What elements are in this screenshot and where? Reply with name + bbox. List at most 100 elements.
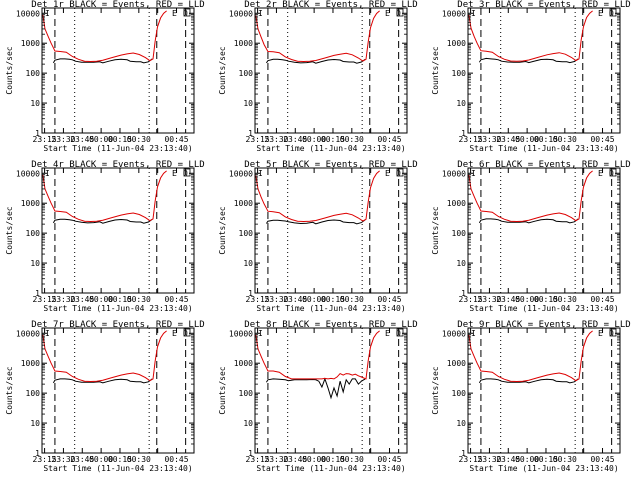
x-tick-label: 00:15 bbox=[108, 135, 132, 144]
y-tick-label: 10000 bbox=[442, 329, 466, 338]
x-tick-label: 00:30 bbox=[340, 135, 364, 144]
plot-frame bbox=[41, 327, 195, 454]
x-tick-label: 23:45 bbox=[70, 135, 94, 144]
x-tick-label: 00:15 bbox=[534, 455, 558, 464]
series-events-line bbox=[52, 378, 153, 384]
y-axis-label: Counts/sec bbox=[218, 206, 227, 254]
panel-title: Det 9r BLACK = Events, RED = LLD bbox=[457, 320, 630, 330]
x-tick-label: 00:15 bbox=[321, 455, 345, 464]
corner-label: I bbox=[471, 9, 476, 18]
series-events-line bbox=[478, 57, 579, 64]
y-tick-label: 10000 bbox=[16, 329, 40, 338]
y-tick-label: 10 bbox=[243, 259, 253, 268]
corner-box bbox=[396, 168, 404, 177]
y-tick-label: 1000 bbox=[447, 199, 466, 208]
x-tick-label: 23:30 bbox=[477, 455, 501, 464]
x-tick-label: 23:45 bbox=[70, 455, 94, 464]
y-tick-label: 100 bbox=[239, 69, 254, 78]
series-events-line bbox=[52, 218, 153, 224]
y-tick-label: 1 bbox=[35, 289, 40, 298]
corner-box bbox=[396, 328, 404, 337]
corner-label: I bbox=[45, 329, 50, 338]
y-tick-label: 1 bbox=[461, 289, 466, 298]
y-axis-label: Counts/sec bbox=[5, 46, 14, 94]
x-tick-label: 00:30 bbox=[127, 135, 151, 144]
x-tick-label: 00:00 bbox=[302, 455, 326, 464]
series-lld-line bbox=[42, 330, 167, 383]
panel-title: Det 1r BLACK = Events, RED = LLD bbox=[31, 0, 204, 10]
series-lld-line bbox=[42, 170, 167, 223]
plot-frame bbox=[467, 167, 621, 294]
y-axis-label: Counts/sec bbox=[431, 206, 440, 254]
corner-label: E bbox=[172, 329, 177, 338]
x-axis-label: Start Time (11-Jun-04 23:13:40) bbox=[256, 464, 405, 473]
x-tick-label: 00:45 bbox=[590, 135, 614, 144]
x-tick-label: 23:30 bbox=[51, 135, 75, 144]
corner-label: I bbox=[45, 9, 50, 18]
x-axis-label: Start Time (11-Jun-04 23:13:40) bbox=[469, 304, 618, 313]
x-axis-label: Start Time (11-Jun-04 23:13:40) bbox=[43, 304, 192, 313]
series-lld-line bbox=[468, 10, 593, 62]
y-tick-label: 1000 bbox=[234, 39, 253, 48]
x-tick-label: 00:00 bbox=[515, 295, 539, 304]
y-tick-label: 100 bbox=[239, 389, 254, 398]
corner-label: E bbox=[385, 9, 390, 18]
y-tick-label: 10000 bbox=[16, 9, 40, 18]
x-tick-label: 23:45 bbox=[283, 135, 307, 144]
corner-label: E bbox=[598, 9, 603, 18]
corner-label: O bbox=[183, 169, 188, 178]
y-tick-label: 10 bbox=[30, 419, 40, 428]
corner-box bbox=[609, 8, 617, 17]
y-tick-label: 10000 bbox=[442, 9, 466, 18]
y-tick-label: 1 bbox=[35, 129, 40, 138]
y-tick-label: 1000 bbox=[21, 359, 40, 368]
y-axis-label: Counts/sec bbox=[5, 366, 14, 414]
x-tick-label: 00:45 bbox=[164, 295, 188, 304]
plot-frame bbox=[467, 327, 621, 454]
x-axis-label: Start Time (11-Jun-04 23:13:40) bbox=[469, 144, 618, 153]
x-tick-label: 00:45 bbox=[590, 455, 614, 464]
y-tick-label: 10000 bbox=[442, 169, 466, 178]
y-tick-label: 10 bbox=[243, 99, 253, 108]
corner-label: E bbox=[172, 9, 177, 18]
panel-title: Det 3r BLACK = Events, RED = LLD bbox=[457, 0, 630, 10]
x-axis-label: Start Time (11-Jun-04 23:13:40) bbox=[43, 144, 192, 153]
y-tick-label: 1000 bbox=[234, 359, 253, 368]
plot-frame bbox=[254, 7, 408, 134]
corner-label: I bbox=[471, 329, 476, 338]
corner-label: E bbox=[385, 329, 390, 338]
x-tick-label: 23:45 bbox=[496, 295, 520, 304]
x-tick-label: 00:00 bbox=[89, 135, 113, 144]
corner-label: O bbox=[396, 9, 401, 18]
x-tick-label: 00:15 bbox=[108, 295, 132, 304]
x-tick-label: 00:30 bbox=[127, 295, 151, 304]
y-tick-label: 100 bbox=[452, 389, 467, 398]
y-tick-label: 1000 bbox=[447, 359, 466, 368]
x-tick-label: 00:45 bbox=[590, 295, 614, 304]
plot-frame bbox=[254, 327, 408, 454]
corner-label: O bbox=[183, 329, 188, 338]
series-events-line bbox=[265, 58, 366, 64]
x-tick-label: 00:15 bbox=[534, 295, 558, 304]
panel-title: Det 8r BLACK = Events, RED = LLD bbox=[244, 320, 417, 330]
series-events-line bbox=[265, 377, 366, 400]
y-tick-label: 1 bbox=[248, 449, 253, 458]
x-tick-label: 23:15 bbox=[459, 135, 483, 144]
series-lld-line bbox=[42, 10, 167, 63]
x-tick-label: 00:00 bbox=[515, 455, 539, 464]
x-axis-label: Start Time (11-Jun-04 23:13:40) bbox=[469, 464, 618, 473]
corner-label: E bbox=[385, 169, 390, 178]
corner-label: O bbox=[396, 329, 401, 338]
corner-label: O bbox=[396, 169, 401, 178]
x-tick-label: 00:00 bbox=[89, 295, 113, 304]
y-tick-label: 100 bbox=[26, 229, 41, 238]
x-tick-label: 00:30 bbox=[340, 455, 364, 464]
corner-box bbox=[183, 168, 191, 177]
x-tick-label: 00:15 bbox=[534, 135, 558, 144]
